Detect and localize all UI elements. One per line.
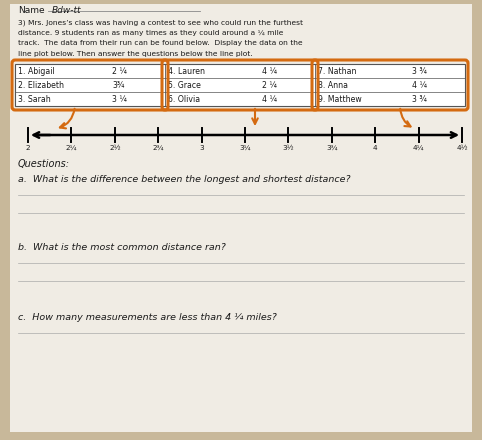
- Text: Bdw-tt: Bdw-tt: [52, 6, 81, 15]
- Text: 2. Elizabeth: 2. Elizabeth: [18, 81, 64, 89]
- Text: c.  How many measurements are less than 4 ¼ miles?: c. How many measurements are less than 4…: [18, 313, 277, 322]
- Text: 3) Mrs. Jones’s class was having a contest to see who could run the furthest: 3) Mrs. Jones’s class was having a conte…: [18, 19, 303, 26]
- Text: 4¼: 4¼: [413, 145, 425, 151]
- Text: 3¾: 3¾: [326, 145, 337, 151]
- Text: 3 ¾: 3 ¾: [413, 95, 428, 103]
- Text: 8. Anna: 8. Anna: [318, 81, 348, 89]
- Text: 4 ¼: 4 ¼: [263, 66, 278, 76]
- Text: 3¼: 3¼: [239, 145, 251, 151]
- Text: 2 ¼: 2 ¼: [112, 66, 127, 76]
- Text: 2½: 2½: [109, 145, 120, 151]
- FancyBboxPatch shape: [15, 64, 465, 106]
- Text: 4: 4: [373, 145, 377, 151]
- FancyBboxPatch shape: [10, 4, 472, 432]
- Text: 4 ¼: 4 ¼: [263, 95, 278, 103]
- Text: 2 ¼: 2 ¼: [263, 81, 277, 89]
- Text: a.  What is the difference between the longest and shortest distance?: a. What is the difference between the lo…: [18, 175, 350, 184]
- Text: 7. Nathan: 7. Nathan: [318, 66, 357, 76]
- Text: 6. Olivia: 6. Olivia: [168, 95, 200, 103]
- Text: b.  What is the most common distance ran?: b. What is the most common distance ran?: [18, 243, 226, 252]
- Text: 4. Lauren: 4. Lauren: [168, 66, 205, 76]
- Text: 1. Abigail: 1. Abigail: [18, 66, 55, 76]
- Text: 2¼: 2¼: [66, 145, 77, 151]
- Text: track.  The data from their run can be found below.  Display the data on the: track. The data from their run can be fo…: [18, 40, 303, 46]
- Text: 3 ¼: 3 ¼: [112, 95, 127, 103]
- Text: 9. Matthew: 9. Matthew: [318, 95, 362, 103]
- Text: 3. Sarah: 3. Sarah: [18, 95, 51, 103]
- Text: 3½: 3½: [282, 145, 294, 151]
- Text: 4½: 4½: [456, 145, 468, 151]
- Text: Name: Name: [18, 6, 45, 15]
- Text: distance. 9 students ran as many times as they could around a ¼ mile: distance. 9 students ran as many times a…: [18, 29, 283, 36]
- Text: 5. Grace: 5. Grace: [168, 81, 201, 89]
- Text: 3: 3: [199, 145, 204, 151]
- Text: Questions:: Questions:: [18, 159, 70, 169]
- Text: 3 ¾: 3 ¾: [413, 66, 428, 76]
- Text: 4 ¼: 4 ¼: [413, 81, 428, 89]
- Text: 2¾: 2¾: [152, 145, 164, 151]
- Text: 3¾: 3¾: [112, 81, 125, 89]
- Text: line plot below. Then answer the questions below the line plot.: line plot below. Then answer the questio…: [18, 51, 253, 56]
- Text: 2: 2: [26, 145, 30, 151]
